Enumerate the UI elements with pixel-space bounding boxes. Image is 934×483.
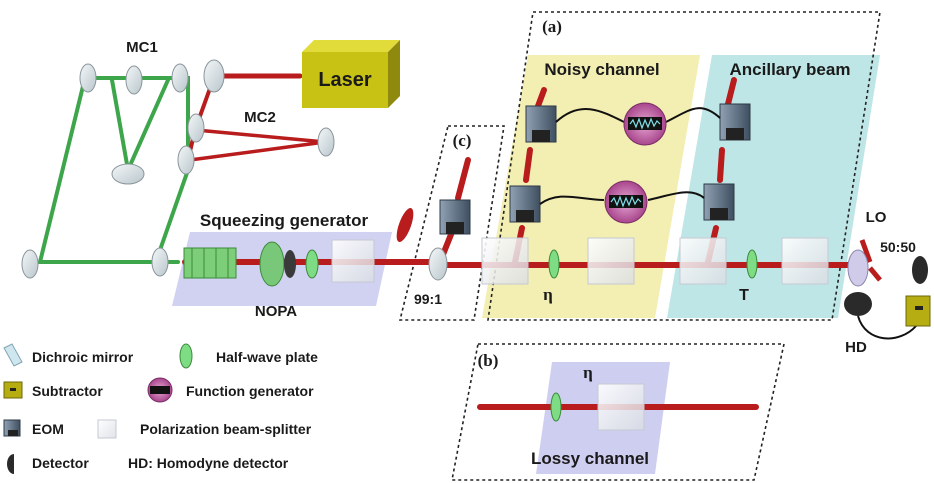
mc1-label: MC1: [126, 39, 158, 56]
splitter-50-50-label: 50:50: [880, 239, 916, 255]
panel-a-tag: (a): [542, 17, 562, 36]
nopa-label: NOPA: [255, 303, 297, 320]
panel-c-tag: (c): [453, 131, 472, 150]
legend-item: Dichroic mirror: [3, 343, 134, 367]
hd-label: HD: [845, 339, 867, 356]
function-generator-icon: [147, 377, 173, 403]
eom-ancillary-2: [703, 183, 735, 221]
legend-label: EOM: [32, 421, 64, 437]
eom-noisy-2: [509, 185, 541, 223]
t-label: T: [739, 287, 749, 304]
eom-ancillary-1: [719, 103, 751, 141]
panel-a-box: [487, 11, 881, 321]
legend-item: EOM: [3, 419, 64, 437]
legend-item: Half-wave plate: [179, 343, 318, 369]
laser-label: Laser: [318, 69, 372, 91]
legend-item: Subtractor: [3, 381, 103, 399]
mc1-mirrors: [79, 59, 225, 185]
function-generators: [539, 102, 721, 224]
legend-label: Function generator: [186, 383, 314, 399]
splitter-99-1-label: 99:1: [414, 291, 442, 307]
legend-item: Function generator: [147, 377, 314, 403]
legend-label: Half-wave plate: [216, 349, 318, 365]
legend-item: Detector: [7, 454, 89, 474]
legend-label: Dichroic mirror: [32, 349, 134, 365]
legend: Dichroic mirror Half-wave plate Subtract…: [3, 343, 318, 474]
legend-label: HD: Homodyne detector: [128, 455, 289, 471]
legend-label: Subtractor: [32, 383, 103, 399]
hd-beam: [868, 266, 882, 282]
legend-item: Polarization beam-splitter: [97, 419, 312, 439]
detector-icon: [7, 454, 14, 474]
homodyne-detection: [844, 256, 931, 340]
lossy-channel-label: Lossy channel: [531, 449, 649, 468]
panel-b-box: [451, 343, 785, 481]
legend-label: Detector: [32, 455, 89, 471]
eom-modulators: [439, 103, 751, 235]
half-wave-plates: [548, 249, 758, 422]
eom-c: [439, 199, 471, 235]
eom-icon: [3, 419, 21, 437]
panel-c-box: [398, 125, 505, 321]
panel-b-tag: (b): [478, 351, 499, 370]
legend-label: Polarization beam-splitter: [140, 421, 312, 437]
lo-beam-spot: [396, 207, 414, 243]
eta-label-b: η: [583, 363, 593, 382]
subtractor-box: [905, 295, 931, 327]
noisy-channel-label: Noisy channel: [544, 60, 659, 79]
mc2-mirrors: [177, 113, 335, 175]
mc2-label: MC2: [244, 109, 276, 126]
eta-label-a: η: [543, 285, 553, 304]
eom-noisy-1: [525, 105, 557, 143]
lo-label: LO: [866, 209, 887, 226]
legend-item: HD: Homodyne detector: [128, 455, 289, 471]
polarization-beam-splitter-icon: [97, 419, 117, 439]
dichroic-mirror-icon: [3, 343, 23, 367]
lo-beam: [859, 239, 873, 263]
laser-source: Laser: [302, 40, 400, 108]
pbs-cubes: [331, 237, 829, 431]
squeezing-generator-label: Squeezing generator: [200, 211, 369, 230]
nopa-crystal: [183, 241, 319, 287]
half-wave-plate-icon: [179, 343, 193, 369]
ancillary-beam-label: Ancillary beam: [730, 60, 851, 79]
steering-mirrors: [21, 247, 869, 287]
subtractor-icon: [3, 381, 23, 399]
